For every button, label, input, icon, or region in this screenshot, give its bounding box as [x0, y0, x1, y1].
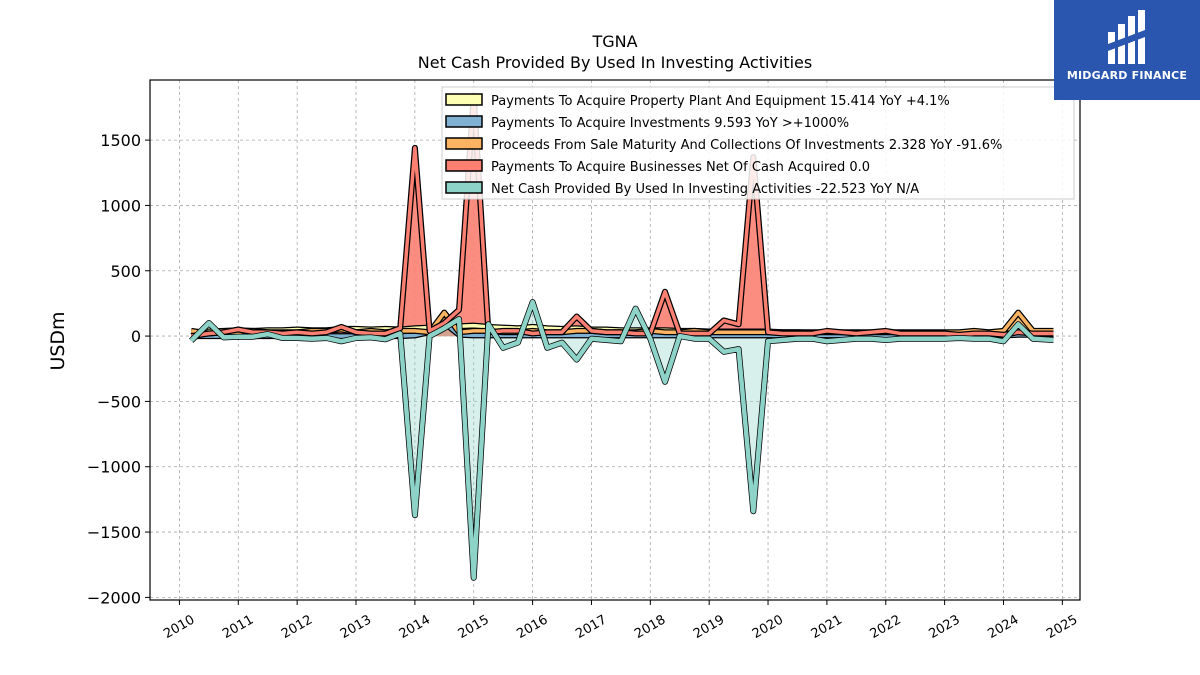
series-area-4	[191, 302, 1054, 578]
logo-text: MIDGARD FINANCE	[1066, 69, 1188, 82]
y-tick-label: −1500	[87, 523, 141, 542]
logo-mark-icon	[1108, 10, 1145, 64]
line-series	[189, 92, 1054, 581]
y-axis-ticks: −2000 −1500 −1000 −500 0 500 1000 1500	[87, 131, 150, 607]
series-line-3	[190, 93, 1054, 338]
y-tick-label: 1000	[100, 196, 141, 215]
y-tick-label: −1000	[87, 458, 141, 477]
legend-swatch-2	[445, 137, 483, 150]
legend-entry-1: Payments To Acquire Investments 9.593 Yo…	[491, 116, 849, 131]
y-tick-label: −2000	[87, 588, 141, 607]
y-tick-label: −500	[97, 392, 141, 411]
chart-title: TGNA	[591, 32, 637, 51]
legend-box	[441, 86, 1075, 200]
legend-entry-3: Payments To Acquire Businesses Net Of Ca…	[491, 160, 870, 175]
chart-subtitle: Net Cash Provided By Used In Investing A…	[418, 53, 812, 72]
legend-entry-4: Net Cash Provided By Used In Investing A…	[491, 182, 919, 197]
legend-swatch-3	[445, 159, 483, 172]
plot-frame	[149, 79, 1081, 601]
legend-entry-2: Proceeds From Sale Maturity And Collecti…	[491, 138, 1002, 153]
legend-entry-0: Payments To Acquire Property Plant And E…	[491, 94, 950, 109]
legend-swatch-1	[445, 115, 483, 128]
y-tick-label: 1500	[100, 131, 141, 150]
legend-swatch-4	[445, 181, 483, 194]
y-axis-label: USDm	[47, 311, 69, 370]
y-tick-label: 500	[110, 262, 141, 281]
legend-swatch-0	[445, 93, 483, 106]
chart-legend: Payments To Acquire Property Plant And E…	[441, 86, 1075, 200]
y-tick-label: 0	[131, 327, 141, 346]
midgard-finance-logo: MIDGARD FINANCE	[1054, 0, 1200, 100]
series-line-4	[189, 299, 1054, 581]
